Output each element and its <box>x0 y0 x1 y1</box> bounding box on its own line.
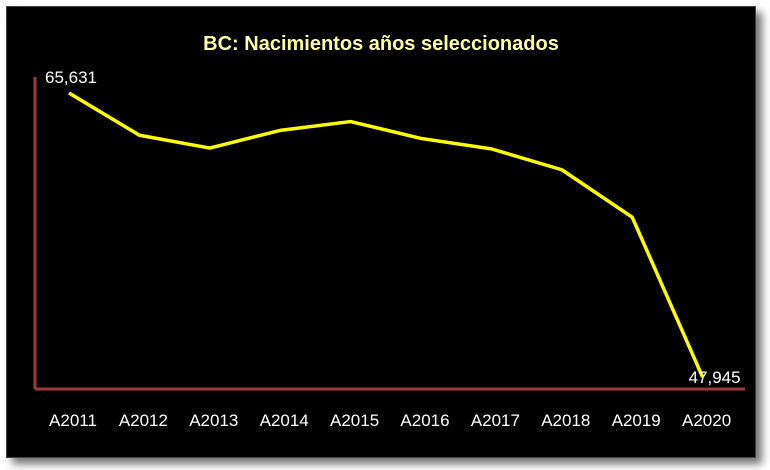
chart-frame: BC: Nacimientos años seleccionados A2011… <box>6 6 756 458</box>
x-tick-label: A2013 <box>189 411 238 430</box>
chart-title: BC: Nacimientos años seleccionados <box>203 33 559 55</box>
x-tick-label: A2014 <box>260 411 309 430</box>
x-tick-label: A2012 <box>119 411 168 430</box>
x-tick-labels: A2011 A2012 A2013 A2014 A2015 A2016 A2017 A2018… <box>49 411 731 430</box>
data-label: 65,631 <box>45 68 97 87</box>
x-tick-label: A2016 <box>400 411 449 430</box>
x-tick-label: A2019 <box>612 411 661 430</box>
data-labels: 65,631 47,945 <box>45 68 741 387</box>
data-label: 47,945 <box>689 368 741 387</box>
x-tick-label: A2015 <box>330 411 379 430</box>
chart-svg: BC: Nacimientos años seleccionados A2011… <box>33 33 745 430</box>
series-group <box>68 91 705 378</box>
x-tick-label: A2018 <box>541 411 590 430</box>
x-tick-label: A2011 <box>49 411 97 430</box>
x-tick-label: A2020 <box>682 411 731 430</box>
series-line <box>68 91 705 378</box>
x-tick-label: A2017 <box>471 411 520 430</box>
chart-axes <box>33 77 745 391</box>
